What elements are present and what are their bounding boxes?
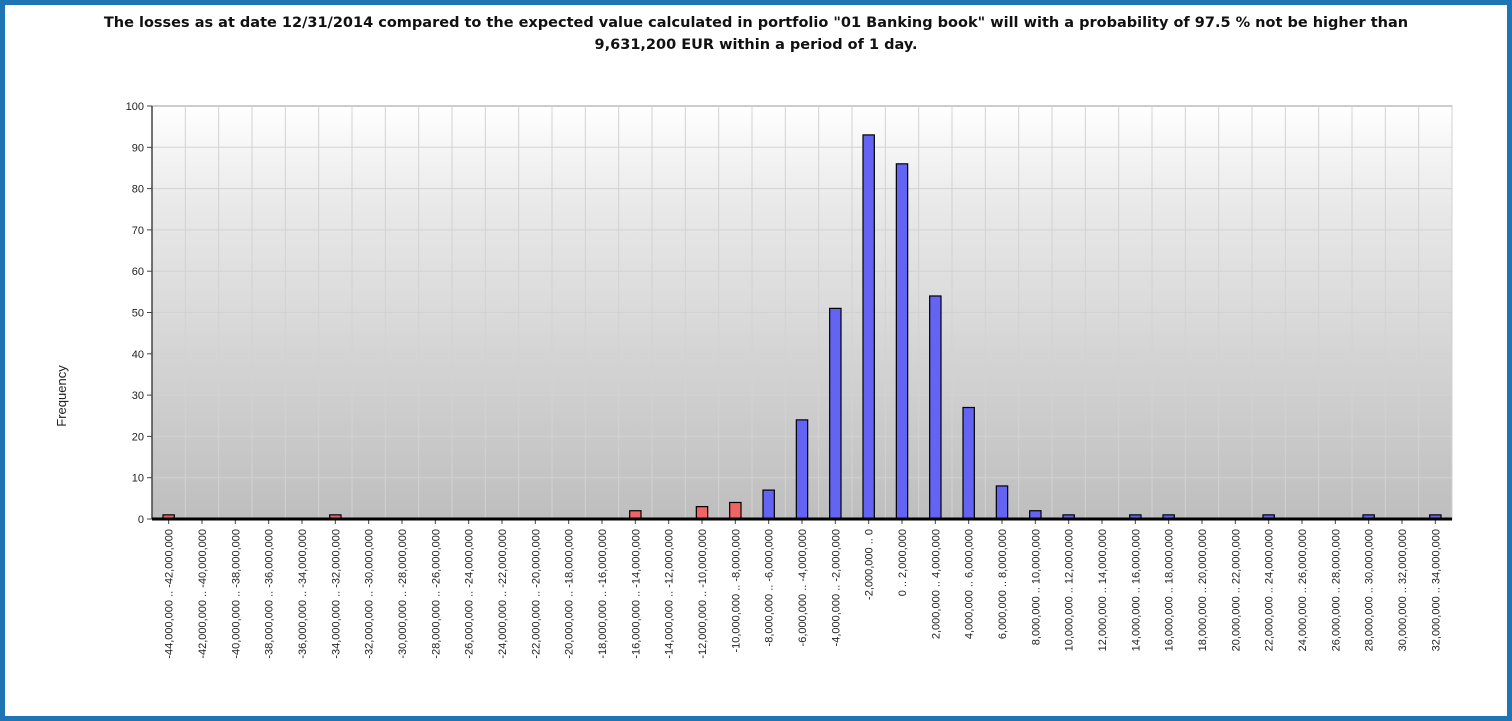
y-tick-label: 50: [132, 308, 144, 320]
x-tick-label: -34,000,000 .. -32,000,000: [330, 529, 342, 659]
y-tick-label: 90: [132, 142, 144, 154]
x-tick-label: -40,000,000 .. -38,000,000: [230, 529, 242, 659]
y-axis-label: Frequency: [54, 365, 69, 427]
x-tick-label: -32,000,000 .. -30,000,000: [364, 529, 376, 659]
x-axis-ticks: -44,000,000 .. -42,000,000 -42,000,000 ..…: [164, 519, 1442, 659]
x-tick-label: -28,000,000 .. -26,000,000: [430, 529, 442, 659]
x-tick-label: 10,000,000 .. 12,000,000: [1064, 529, 1076, 651]
chart-title-line-2: 9,631,200 EUR within a period of 1 day.: [594, 37, 918, 53]
y-tick-label: 10: [132, 473, 144, 485]
x-tick-label: 32,000,000 .. 34,000,000: [1430, 529, 1442, 651]
chart-title-line-1: The losses as at date 12/31/2014 compare…: [103, 15, 1409, 31]
x-tick-label: 20,000,000 .. 22,000,000: [1230, 529, 1242, 651]
bar: [729, 501, 742, 520]
x-tick-label: -10,000,000 .. -8,000,000: [730, 529, 742, 653]
x-tick-label: -36,000,000 .. -34,000,000: [297, 529, 309, 659]
x-tick-label: -12,000,000 .. -10,000,000: [697, 529, 709, 659]
x-tick-label: 6,000,000 .. 8,000,000: [997, 529, 1009, 639]
x-tick-label: -6,000,000 .. -4,000,000: [797, 529, 809, 646]
y-tick-label: 30: [132, 390, 144, 402]
x-tick-label: -26,000,000 .. -24,000,000: [464, 529, 476, 659]
x-tick-label: -16,000,000 .. -14,000,000: [630, 529, 642, 659]
x-tick-label: 18,000,000 .. 20,000,000: [1197, 529, 1209, 651]
y-tick-label: 40: [132, 349, 144, 361]
bar: [795, 419, 809, 520]
x-tick-label: -14,000,000 .. -12,000,000: [664, 529, 676, 659]
x-tick-label: 12,000,000 .. 14,000,000: [1097, 529, 1109, 651]
x-tick-label: -2,000,000 .. 0: [864, 529, 876, 600]
y-tick-label: 60: [132, 266, 144, 278]
y-tick-label: 100: [126, 101, 144, 113]
bar: [929, 295, 942, 520]
x-tick-label: 26,000,000 .. 28,000,000: [1330, 529, 1342, 651]
x-tick-label: -30,000,000 .. -28,000,000: [397, 529, 409, 659]
x-tick-label: -42,000,000 .. -40,000,000: [197, 529, 209, 659]
bar: [962, 406, 975, 520]
bar: [862, 134, 875, 520]
y-tick-label: 80: [132, 184, 144, 196]
x-tick-label: -44,000,000 .. -42,000,000: [164, 529, 176, 659]
x-tick-label: 14,000,000 .. 16,000,000: [1130, 529, 1142, 651]
x-tick-label: -38,000,000 .. -36,000,000: [264, 529, 276, 659]
y-tick-label: 20: [132, 431, 144, 443]
bar: [895, 163, 909, 520]
x-tick-label: 28,000,000 .. 30,000,000: [1364, 529, 1376, 651]
bars: [162, 134, 1442, 520]
bar: [829, 307, 842, 520]
x-tick-label: 22,000,000 .. 24,000,000: [1264, 529, 1276, 651]
x-tick-label: 16,000,000 .. 18,000,000: [1164, 529, 1176, 651]
x-tick-label: -18,000,000 .. -16,000,000: [597, 529, 609, 659]
x-tick-label: -4,000,000 .. -2,000,000: [830, 529, 842, 646]
bar: [762, 489, 775, 520]
y-axis-ticks: 0 10 20 30 40 50 60 70 80 90 100: [126, 101, 152, 526]
x-tick-label: 4,000,000 .. 6,000,000: [964, 529, 976, 639]
bar: [995, 485, 1009, 520]
bar: [695, 506, 709, 520]
x-tick-label: -20,000,000 .. -18,000,000: [564, 529, 576, 659]
x-tick-label: 2,000,000 .. 4,000,000: [930, 529, 942, 639]
x-tick-label: -8,000,000 .. -6,000,000: [764, 529, 776, 646]
x-tick-label: 30,000,000 .. 32,000,000: [1397, 529, 1409, 651]
x-tick-label: -22,000,000 .. -20,000,000: [530, 529, 542, 659]
x-tick-label: 0 .. 2,000,000: [897, 529, 909, 596]
y-tick-label: 0: [138, 514, 144, 526]
x-tick-label: 8,000,000 .. 10,000,000: [1030, 529, 1042, 645]
x-tick-label: -24,000,000 .. -22,000,000: [497, 529, 509, 659]
x-tick-label: 24,000,000 .. 26,000,000: [1297, 529, 1309, 651]
y-tick-label: 70: [132, 225, 144, 237]
chart-title: The losses as at date 12/31/2014 compare…: [40, 12, 1472, 56]
